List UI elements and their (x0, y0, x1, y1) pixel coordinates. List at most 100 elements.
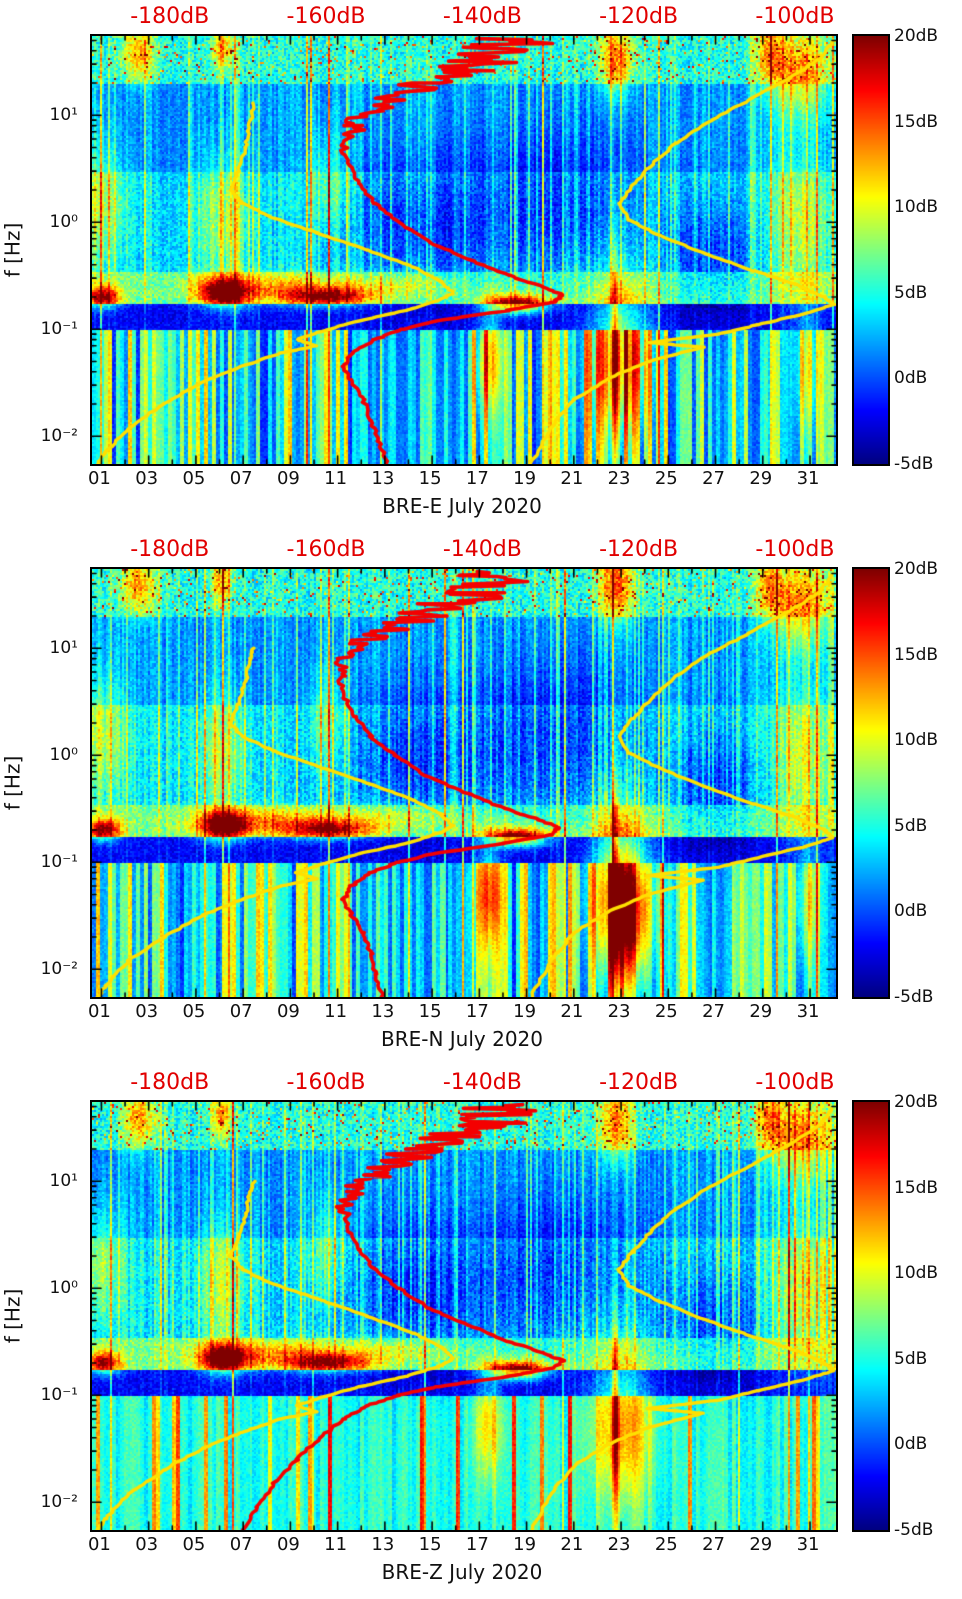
colorbar-tick-label: 0dB (894, 901, 928, 922)
panel-bre-e: -180dB -160dB -140dB -120dB -100dB f [Hz] 10… (0, 0, 962, 533)
x-tick-label: 25 (654, 468, 678, 489)
x-tick-label: 27 (702, 1001, 725, 1022)
y-tick-label: 10¹ (49, 638, 78, 659)
x-tick-label: 05 (182, 1534, 206, 1555)
x-tick-label: 27 (702, 468, 725, 489)
y-tick-labels: 10¹ 10⁰ 10⁻¹ 10⁻² (24, 1102, 86, 1530)
y-tick-label: 10⁻¹ (40, 852, 78, 873)
x-tick-label: 07 (229, 1534, 253, 1555)
top-db-label: -180dB (130, 4, 210, 29)
colorbar-tick-label: 15dB (894, 111, 939, 132)
y-tick-labels: 10¹ 10⁰ 10⁻¹ 10⁻² (24, 569, 86, 997)
top-db-label: -160dB (286, 4, 366, 29)
top-db-label: -180dB (130, 537, 210, 562)
x-tick-label: 29 (749, 1001, 773, 1022)
x-tick-label: 29 (749, 468, 773, 489)
x-tick-label: 27 (702, 1534, 725, 1555)
colorbar-tick-label: -5dB (894, 1520, 934, 1540)
x-tick-label: 05 (182, 468, 206, 489)
y-tick-label: 10⁻² (40, 1492, 78, 1513)
top-db-label: -120dB (599, 4, 679, 29)
colorbar-tick-label: -5dB (894, 454, 934, 474)
x-tick-label: 31 (796, 468, 820, 489)
y-tick-label: 10⁻¹ (40, 319, 78, 340)
x-axis-title: BRE-N July 2020 (380, 1027, 543, 1051)
x-tick-label: 19 (513, 1001, 537, 1022)
colorbar-tick-label: 0dB (894, 368, 928, 389)
y-axis-label-wrap: f [Hz] (0, 569, 24, 997)
colorbar (852, 567, 890, 999)
x-tick-label: 11 (324, 1534, 348, 1555)
colorbar-tick-label: 0dB (894, 1434, 928, 1455)
x-tick-label: 21 (560, 468, 584, 489)
x-tick-label: 11 (324, 468, 348, 489)
panel-bre-z: -180dB -160dB -140dB -120dB -100dB f [Hz] 10… (0, 1066, 962, 1599)
colorbar-tick-label: 15dB (894, 1177, 939, 1198)
x-tick-label: 05 (182, 1001, 206, 1022)
y-axis-label: f [Hz] (0, 755, 25, 811)
colorbar-tick-label: -5dB (894, 987, 934, 1007)
colorbar-canvas (854, 569, 888, 997)
colorbar (852, 1100, 890, 1532)
x-tick-label: 25 (654, 1001, 678, 1022)
colorbar-tick-label: 10dB (894, 1263, 939, 1284)
y-tick-labels: 10¹ 10⁰ 10⁻¹ 10⁻² (24, 36, 86, 464)
x-tick-label: 07 (229, 1001, 253, 1022)
top-db-label: -120dB (599, 537, 679, 562)
x-tick-labels: 01 03 05 07 09 11 13 15 17 19 21 23 25 27 29 31 (87, 1001, 834, 1025)
colorbar-tick-labels: 20dB 15dB 10dB 5dB 0dB -5dB (894, 26, 960, 474)
x-tick-label: 15 (418, 1001, 442, 1022)
x-tick-label: 23 (607, 1534, 631, 1555)
x-tick-label: 21 (560, 1534, 584, 1555)
x-tick-label: 01 (87, 1001, 111, 1022)
x-tick-label: 13 (371, 1001, 395, 1022)
x-tick-label: 01 (87, 468, 111, 489)
x-tick-label: 03 (135, 1001, 159, 1022)
y-axis-label: f [Hz] (0, 1288, 25, 1344)
y-axis-label-wrap: f [Hz] (0, 1102, 24, 1530)
colorbar (852, 34, 890, 466)
x-tick-labels: 01 03 05 07 09 11 13 15 17 19 21 23 25 27 29 31 (88, 1534, 834, 1558)
spectrogram-plot (90, 1100, 838, 1532)
colorbar-tick-label: 20dB (894, 26, 939, 46)
x-tick-label: 15 (418, 1534, 442, 1555)
y-tick-label: 10⁰ (49, 212, 78, 233)
colorbar-tick-labels: 20dB 15dB 10dB 5dB 0dB -5dB (894, 1092, 960, 1540)
x-tick-labels: 01 03 05 07 09 11 13 15 17 19 21 23 25 27 29 31 (87, 468, 834, 492)
x-tick-label: 17 (465, 1001, 489, 1022)
top-db-label: -100dB (755, 1070, 835, 1095)
spectrogram-plot (90, 567, 838, 999)
x-tick-label: 17 (465, 1534, 489, 1555)
top-db-label: -140dB (442, 1070, 522, 1095)
x-tick-label: 09 (276, 1534, 300, 1555)
top-db-label: -140dB (442, 4, 522, 29)
x-tick-label: 21 (560, 1001, 584, 1022)
colorbar-tick-label: 5dB (894, 815, 928, 836)
colorbar-tick-label: 5dB (894, 1348, 928, 1369)
x-tick-label: 25 (654, 1534, 678, 1555)
top-db-label: -160dB (286, 1070, 366, 1095)
x-tick-label: 31 (796, 1534, 820, 1555)
spectrogram-canvas (92, 36, 836, 464)
top-db-label: -100dB (755, 4, 835, 29)
x-tick-label: 03 (135, 1534, 159, 1555)
y-tick-label: 10⁰ (49, 1278, 78, 1299)
colorbar-tick-label: 20dB (894, 1092, 939, 1112)
x-tick-label: 09 (276, 1001, 300, 1022)
x-axis-title: BRE-Z July 2020 (381, 1560, 543, 1584)
y-tick-label: 10⁻² (40, 426, 78, 447)
x-tick-label: 13 (371, 468, 395, 489)
colorbar-tick-label: 20dB (894, 559, 939, 579)
x-tick-label: 19 (513, 468, 537, 489)
x-axis-title: BRE-E July 2020 (382, 494, 542, 518)
spectrogram-canvas (92, 1102, 836, 1530)
colorbar-tick-label: 15dB (894, 644, 939, 665)
x-tick-label: 23 (607, 1001, 631, 1022)
y-tick-label: 10⁻² (40, 959, 78, 980)
colorbar-tick-label: 5dB (894, 282, 928, 303)
colorbar-tick-labels: 20dB 15dB 10dB 5dB 0dB -5dB (894, 559, 960, 1007)
colorbar-tick-label: 10dB (894, 730, 939, 751)
x-tick-label: 29 (749, 1534, 773, 1555)
panel-bre-n: -180dB -160dB -140dB -120dB -100dB f [Hz] 10… (0, 533, 962, 1066)
